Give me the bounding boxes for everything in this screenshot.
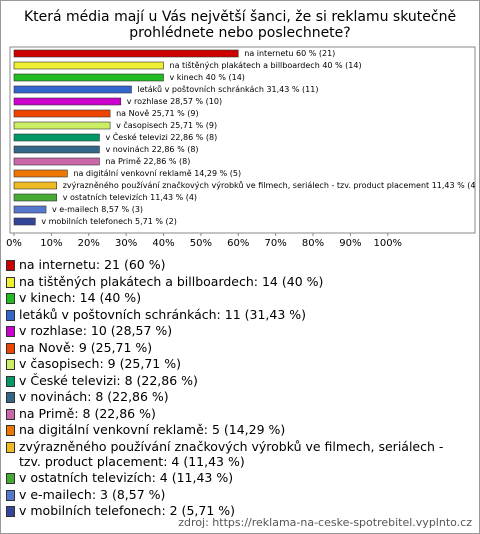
legend-item: zvýrazněného používání značkových výrobk… <box>6 439 466 469</box>
legend-swatch <box>6 506 15 517</box>
x-tick-label: 90% <box>339 238 361 249</box>
legend-item: na tištěných plakátech a billboardech: 1… <box>6 274 466 289</box>
legend-item: letáků v poštovních schránkách: 11 (31,4… <box>6 307 466 322</box>
x-tick-label: 30% <box>115 238 137 249</box>
value-label: v časopisech 25,71 % (9) <box>116 120 217 130</box>
legend-swatch <box>6 392 15 403</box>
legend-swatch <box>6 473 15 484</box>
legend-label: zvýrazněného používání značkových výrobk… <box>19 438 444 469</box>
bar <box>13 121 111 130</box>
legend-item: v kinech: 14 (40 %) <box>6 290 466 305</box>
legend-item: na digitální venkovní reklamě: 5 (14,29 … <box>6 422 466 437</box>
x-tick-label: 50% <box>190 238 212 249</box>
bar <box>13 49 239 58</box>
x-tick-label: 10% <box>40 238 62 249</box>
value-label: v mobilních telefonech 5,71 % (2) <box>41 217 177 226</box>
legend-item: v novinách: 8 (22,86 %) <box>6 389 466 404</box>
bar <box>13 217 36 226</box>
bar <box>13 73 164 82</box>
legend-item: v mobilních telefonech: 2 (5,71 %) <box>6 503 466 518</box>
x-tick-label: 100% <box>373 238 402 249</box>
bar <box>13 157 100 166</box>
legend-label: na digitální venkovní reklamě: 5 (14,29 … <box>19 422 286 437</box>
legend-label: letáků v poštovních schránkách: 11 (31,4… <box>19 306 307 322</box>
x-axis: 0% 10% 20% 30% 40% 50% 60% 70% 80% 90% 100% <box>6 233 402 249</box>
legend-item: na internetu: 21 (60 %) <box>6 257 466 272</box>
legend-label: v České televizi: 8 (22,86 %) <box>19 372 198 388</box>
value-label: v e-mailech 8,57 % (3) <box>52 205 143 214</box>
value-label: v rozhlase 28,57 % (10) <box>127 97 222 106</box>
bar <box>13 61 164 70</box>
x-tick-label: 20% <box>78 238 100 249</box>
legend-swatch <box>6 441 15 453</box>
bar <box>13 181 58 190</box>
legend-swatch <box>6 293 15 304</box>
legend-item: v rozhlase: 10 (28,57 %) <box>6 323 466 338</box>
x-tick-label: 0% <box>6 238 22 249</box>
value-label: na tištěných plakátech a billboardech 40… <box>170 60 362 70</box>
bar <box>13 133 100 142</box>
value-label: letáků v poštovních schránkách 31,43 % (… <box>137 84 318 94</box>
legend-label: v kinech: 14 (40 %) <box>19 290 142 305</box>
value-label: v novinách 22,86 % (8) <box>105 145 198 154</box>
value-label: na Primě 22,86 % (8) <box>105 157 190 166</box>
legend-item: v časopisech: 9 (25,71 %) <box>6 356 466 371</box>
plot-area: na internetu 60 % (21) na tištěných plaká… <box>13 49 479 226</box>
chart-title: Která média mají u Vás největší šanci, ž… <box>23 9 457 41</box>
legend-label: na Nově: 9 (25,71 %) <box>19 339 153 355</box>
bar <box>13 193 58 202</box>
legend-swatch <box>6 260 15 271</box>
legend-label: v časopisech: 9 (25,71 %) <box>19 356 181 371</box>
legend: na internetu: 21 (60 %) na tištěných plak… <box>6 257 466 520</box>
value-label: na Nově 25,71 % (9) <box>116 109 199 118</box>
legend-label: na Primě: 8 (22,86 %) <box>19 405 156 421</box>
legend-item: v e-mailech: 3 (8,57 %) <box>6 487 466 502</box>
bar <box>13 145 100 154</box>
legend-label: v mobilních telefonech: 2 (5,71 %) <box>19 503 235 518</box>
legend-label: v novinách: 8 (22,86 %) <box>19 389 169 404</box>
value-label: na digitální venkovní reklamě 14,29 % (5… <box>73 169 241 178</box>
legend-item: v České televizi: 8 (22,86 %) <box>6 373 466 388</box>
value-label: v České televizi 22,86 % (8) <box>105 131 217 142</box>
chart: na internetu 60 % (21) na tištěných plaká… <box>6 46 479 249</box>
legend-item: na Nově: 9 (25,71 %) <box>6 340 466 355</box>
x-tick-label: 70% <box>265 238 287 249</box>
legend-swatch <box>6 425 15 436</box>
value-label: na internetu 60 % (21) <box>244 49 335 58</box>
legend-label: na tištěných plakátech a billboardech: 1… <box>19 273 324 289</box>
legend-swatch <box>6 326 15 337</box>
legend-swatch <box>6 359 15 370</box>
x-tick-label: 80% <box>302 238 324 249</box>
source: zdroj: https://reklama-na-ceske-spotrebi… <box>178 516 472 529</box>
value-label: zvýrazněného používání značkových výrobk… <box>63 180 479 190</box>
legend-swatch <box>6 342 15 354</box>
bar <box>13 85 132 94</box>
x-tick-label: 40% <box>152 238 174 249</box>
x-tick-label: 60% <box>227 238 249 249</box>
bar <box>13 109 111 118</box>
legend-swatch <box>6 489 15 501</box>
bar <box>13 169 68 178</box>
legend-item: v ostatních televizích: 4 (11,43 %) <box>6 470 466 485</box>
legend-swatch <box>6 309 15 321</box>
legend-swatch <box>6 375 15 387</box>
value-label: v kinech 40 % (14) <box>170 73 245 82</box>
legend-item: na Primě: 8 (22,86 %) <box>6 406 466 421</box>
legend-swatch <box>6 276 15 288</box>
bar <box>13 205 47 214</box>
value-label: v ostatních televizích 11,43 % (4) <box>63 193 197 202</box>
legend-label: na internetu: 21 (60 %) <box>19 257 166 272</box>
legend-swatch <box>6 408 15 420</box>
legend-label: v e-mailech: 3 (8,57 %) <box>19 486 166 502</box>
legend-label: v rozhlase: 10 (28,57 %) <box>19 323 173 338</box>
bar <box>13 97 122 106</box>
legend-label: v ostatních televizích: 4 (11,43 %) <box>19 470 234 485</box>
